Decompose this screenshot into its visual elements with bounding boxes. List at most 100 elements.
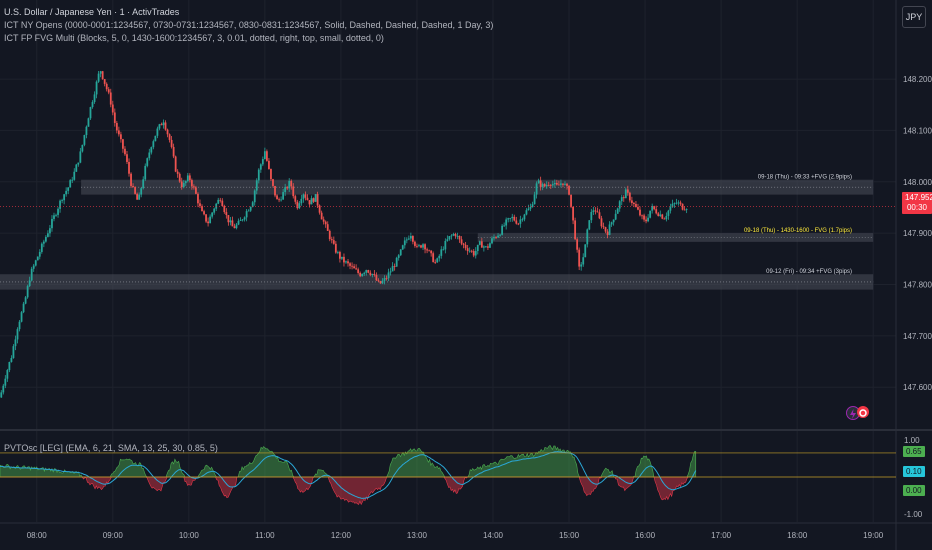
candle-body — [259, 164, 262, 170]
candle-body — [99, 71, 102, 74]
candle-body — [302, 194, 305, 199]
candle-body — [138, 194, 141, 200]
candle-body — [55, 214, 57, 216]
candle-body — [294, 196, 297, 202]
osc-axis-label: 1.00 — [904, 436, 920, 445]
candle-body — [446, 239, 449, 241]
candle-body — [18, 321, 21, 330]
candle-body — [383, 278, 386, 281]
candle-body — [468, 250, 471, 252]
candle-body — [49, 228, 51, 234]
candle-body — [205, 214, 207, 222]
candle-body — [34, 260, 37, 266]
candle-body — [649, 210, 652, 218]
candle-body — [77, 162, 80, 165]
candle-body — [675, 202, 678, 204]
price-axis-label: 147.600 — [903, 383, 932, 392]
last-price-badge: 147.952 00:30 — [902, 192, 932, 214]
candle-body — [180, 181, 183, 188]
candle-body — [576, 239, 579, 250]
indicator-legend-ny-opens[interactable]: ICT NY Opens (0000-0001:1234567, 0730-07… — [4, 20, 494, 30]
candle-body — [539, 180, 542, 187]
currency-button[interactable]: JPY — [902, 6, 926, 28]
candle-body — [582, 257, 585, 265]
candle-body — [115, 122, 118, 131]
candle-body — [535, 183, 538, 195]
candle-body — [572, 206, 574, 221]
candle-body — [126, 154, 128, 162]
candle-body — [663, 218, 666, 220]
candle-body — [239, 220, 242, 221]
candle-body — [241, 219, 244, 221]
candle-body — [268, 160, 270, 169]
candle-body — [107, 89, 110, 93]
candle-body — [444, 240, 447, 250]
candle-body — [79, 151, 82, 163]
candle-body — [560, 183, 562, 185]
candle-body — [657, 213, 660, 216]
candle-body — [188, 175, 191, 181]
time-axis-label: 09:00 — [103, 531, 124, 540]
candle-body — [478, 241, 481, 245]
candle-body — [620, 197, 623, 202]
candle-body — [683, 209, 686, 211]
candle-body — [75, 164, 78, 172]
candle-body — [276, 195, 278, 200]
candle-body — [40, 243, 43, 252]
candle-body — [316, 194, 319, 206]
candle-body — [172, 146, 175, 157]
candle-body — [574, 220, 577, 240]
candle-body — [251, 202, 254, 207]
candle-body — [564, 183, 566, 185]
candle-body — [420, 245, 422, 248]
candle-body — [306, 197, 309, 201]
candle-body — [499, 234, 501, 236]
candle-body — [438, 255, 441, 259]
candle-body — [470, 250, 473, 252]
candle-body — [570, 194, 572, 207]
candle-body — [527, 208, 530, 211]
symbol-legend[interactable]: U.S. Dollar / Japanese Yen · 1 · ActivTr… — [4, 7, 180, 17]
candle-body — [174, 156, 177, 172]
candle-body — [590, 211, 593, 221]
candle-body — [326, 224, 329, 231]
candle-body — [144, 165, 147, 180]
time-axis-label: 12:00 — [331, 531, 352, 540]
candle-body — [409, 236, 412, 239]
candle-body — [580, 264, 583, 267]
candle-body — [120, 134, 122, 140]
alert-record-icon[interactable] — [857, 406, 869, 418]
oscillator-legend[interactable]: PVTOsc [LEG] (EMA, 6, 21, SMA, 13, 25, 3… — [4, 443, 218, 453]
candle-body — [105, 83, 108, 90]
candle-body — [681, 203, 684, 210]
candle-body — [334, 243, 337, 253]
candle-body — [36, 256, 39, 261]
candle-body — [363, 272, 366, 274]
candle-body — [476, 244, 479, 251]
indicator-legend-fvg[interactable]: ICT FP FVG Multi (Blocks, 5, 0, 1430-160… — [4, 33, 384, 43]
candle-body — [332, 240, 335, 244]
last-price-value: 147.952 — [905, 193, 932, 202]
candle-body — [345, 261, 347, 263]
candle-body — [651, 206, 654, 211]
time-axis-label: 11:00 — [255, 531, 275, 540]
candle-body — [501, 225, 504, 235]
candle-body — [67, 187, 70, 191]
candle-body — [28, 280, 31, 287]
candle-body — [130, 173, 132, 186]
candle-body — [213, 208, 216, 213]
candle-body — [113, 112, 116, 123]
candle-body — [568, 185, 570, 195]
candle-body — [245, 211, 248, 218]
candle-body — [452, 233, 455, 236]
candle-body — [312, 198, 315, 202]
candle-body — [353, 266, 355, 269]
candle-body — [10, 358, 13, 362]
candle-body — [489, 243, 491, 248]
candle-body — [519, 219, 522, 224]
candle-body — [639, 209, 641, 216]
candle-body — [484, 246, 487, 248]
candle-body — [156, 128, 159, 136]
candle-body — [454, 233, 457, 237]
